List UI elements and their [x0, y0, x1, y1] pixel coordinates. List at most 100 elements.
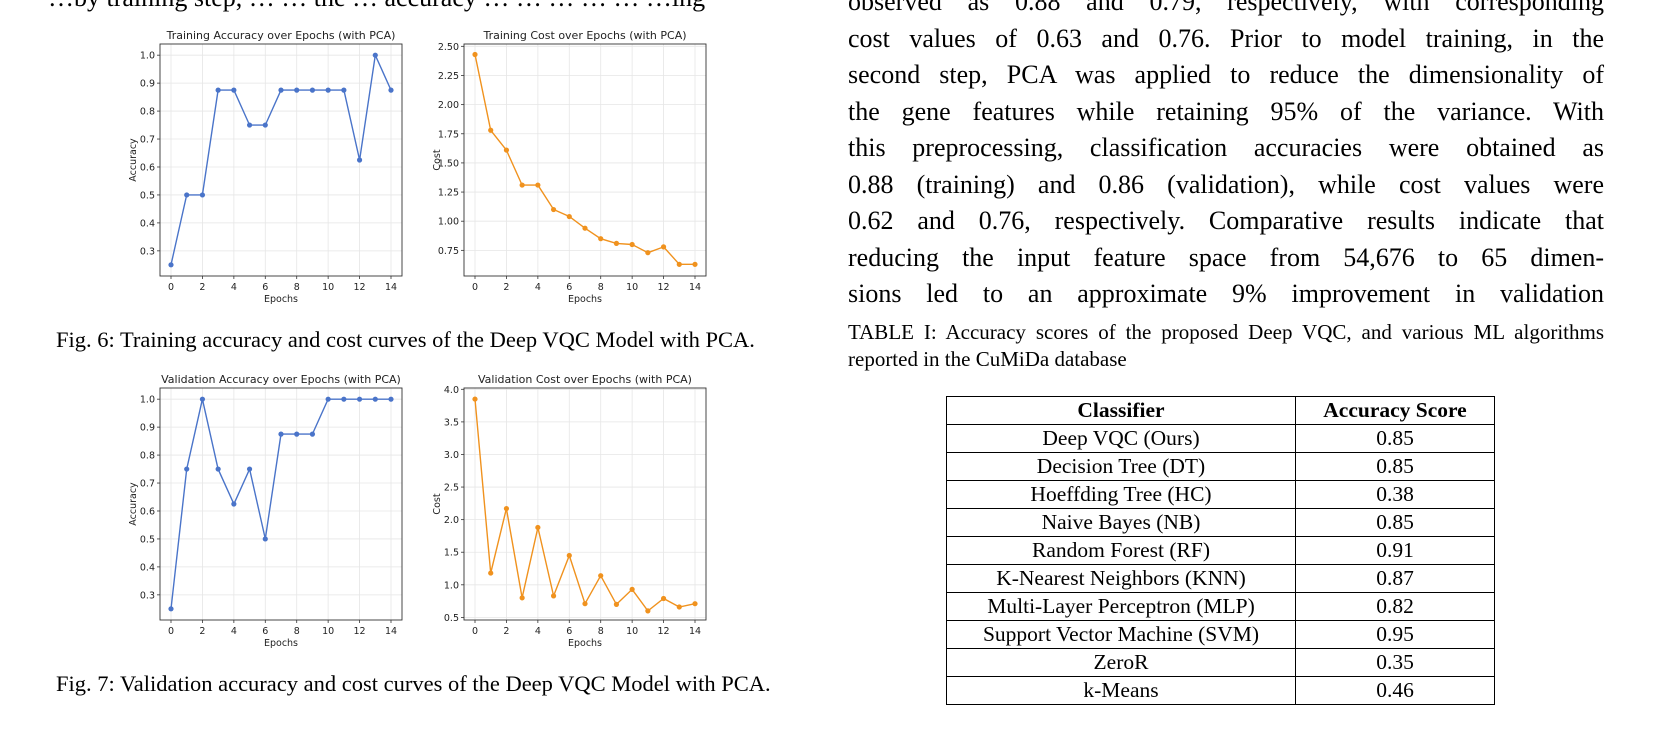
x-tick-label: 6 — [566, 282, 572, 293]
paragraph-line: observed as 0.88 and 0.79, respectively,… — [848, 0, 1604, 16]
score-cell: 0.91 — [1295, 536, 1495, 565]
x-axis-label: Epochs — [568, 294, 602, 305]
chart-title: Validation Accuracy over Epochs (with PC… — [161, 373, 401, 386]
classifier-cell: K-Nearest Neighbors (KNN) — [946, 564, 1296, 593]
table-row: K-Nearest Neighbors (KNN) 0.87 — [946, 564, 1495, 593]
data-point — [278, 431, 284, 437]
y-tick-label: 2.25 — [438, 71, 459, 82]
data-point — [503, 147, 510, 153]
series-line — [474, 399, 696, 612]
paragraph-line: second step, PCA was applied to reduce t… — [848, 60, 1604, 89]
plot-frame — [159, 43, 403, 277]
y-tick-label: 2.5 — [444, 483, 459, 494]
data-point — [184, 192, 190, 198]
x-tick-label: 6 — [566, 626, 572, 637]
data-point — [566, 552, 572, 559]
data-point — [341, 396, 347, 402]
header-classifier: Classifier — [946, 396, 1296, 425]
data-point — [262, 122, 268, 128]
x-tick-label: 6 — [262, 282, 268, 293]
chart-training-accuracy: Training Accuracy over Epochs (with PCA)… — [128, 29, 403, 305]
x-tick-label: 2 — [199, 626, 205, 637]
data-point — [519, 595, 525, 601]
figure-6-caption: Fig. 6: Training accuracy and cost curve… — [56, 327, 755, 352]
paragraph-line: cost values of 0.63 and 0.76. Prior to m… — [848, 23, 1604, 53]
x-tick-label: 2 — [503, 282, 509, 293]
x-tick-label: 2 — [503, 626, 509, 637]
data-point — [372, 52, 378, 58]
data-point — [676, 604, 682, 610]
data-point — [215, 87, 221, 93]
paragraph-line: 0.62 and 0.76, respectively. Comparative… — [848, 206, 1604, 235]
x-tick-label: 10 — [626, 282, 638, 293]
score-cell: 0.87 — [1295, 564, 1495, 593]
cut-off-text-line: …by training step, … … the … accuracy … … — [48, 0, 818, 12]
data-point — [246, 466, 253, 472]
data-point — [550, 206, 557, 213]
data-point — [168, 606, 174, 612]
data-point — [613, 240, 620, 246]
data-point — [472, 51, 478, 58]
y-tick-label: 0.4 — [140, 562, 155, 573]
classifier-cell: Deep VQC (Ours) — [946, 424, 1296, 453]
table-row: Hoeffding Tree (HC) 0.38 — [946, 480, 1495, 509]
score-cell: 0.82 — [1295, 592, 1495, 621]
data-point — [199, 192, 206, 198]
score-cell: 0.85 — [1295, 508, 1495, 537]
y-tick-label: 1.5 — [444, 548, 459, 559]
data-point — [246, 122, 253, 128]
x-tick-label: 14 — [689, 626, 701, 637]
x-tick-label: 4 — [535, 282, 541, 293]
score-cell: 0.35 — [1295, 648, 1495, 677]
plot-frame — [159, 387, 403, 621]
score-cell: 0.46 — [1295, 676, 1495, 705]
data-point — [598, 573, 604, 579]
score-cell: 0.38 — [1295, 480, 1495, 509]
y-tick-label: 0.7 — [140, 135, 155, 146]
data-point — [325, 87, 331, 93]
chart-validation-cost: Validation Cost over Epochs (with PCA) 0 2… — [432, 373, 707, 649]
x-tick-label: 4 — [231, 282, 237, 293]
paragraph-line: sions led to an approximate 9% improveme… — [848, 279, 1604, 308]
data-point — [535, 182, 541, 188]
chart-title: Training Cost over Epochs (with PCA) — [482, 29, 686, 42]
x-tick-label: 4 — [535, 626, 541, 637]
x-tick-label: 12 — [658, 282, 670, 293]
body-paragraph: observed as 0.88 and 0.79, respectively,… — [848, 0, 1604, 313]
x-tick-label: 6 — [262, 626, 268, 637]
table-row: Decision Tree (DT) 0.85 — [946, 452, 1495, 481]
data-point — [692, 601, 698, 607]
y-axis-label: Accuracy — [128, 138, 139, 182]
x-tick-label: 14 — [385, 282, 397, 293]
data-point — [660, 244, 667, 250]
score-cell: 0.95 — [1295, 620, 1495, 649]
y-tick-label: 1.0 — [140, 51, 155, 62]
data-point — [184, 466, 190, 472]
y-tick-label: 0.7 — [140, 479, 155, 490]
paragraph-line: 0.88 (training) and 0.86 (validation), w… — [848, 169, 1604, 199]
x-tick-label: 2 — [199, 282, 205, 293]
chart-title: Validation Cost over Epochs (with PCA) — [478, 373, 692, 386]
header-accuracy-score: Accuracy Score — [1295, 396, 1495, 425]
data-point — [356, 396, 363, 402]
x-tick-label: 0 — [168, 626, 174, 637]
y-tick-label: 1.00 — [438, 217, 459, 228]
right-column: observed as 0.88 and 0.79, respectively,… — [848, 0, 1608, 755]
y-tick-label: 0.5 — [444, 613, 459, 624]
x-axis-label: Epochs — [568, 638, 602, 649]
y-tick-label: 1.50 — [438, 158, 459, 169]
plot-frame — [463, 387, 707, 621]
data-point — [231, 87, 237, 93]
data-point — [309, 87, 316, 93]
data-point — [309, 431, 316, 437]
x-tick-label: 8 — [294, 626, 300, 637]
table-row: Naive Bayes (NB) 0.85 — [946, 508, 1495, 537]
data-point — [372, 396, 378, 402]
classifier-cell: Multi-Layer Perceptron (MLP) — [946, 592, 1296, 621]
x-tick-label: 0 — [472, 282, 478, 293]
data-point — [692, 261, 698, 267]
y-tick-label: 3.5 — [444, 417, 459, 428]
data-point — [472, 396, 478, 402]
data-point — [356, 157, 363, 163]
x-tick-label: 0 — [472, 626, 478, 637]
